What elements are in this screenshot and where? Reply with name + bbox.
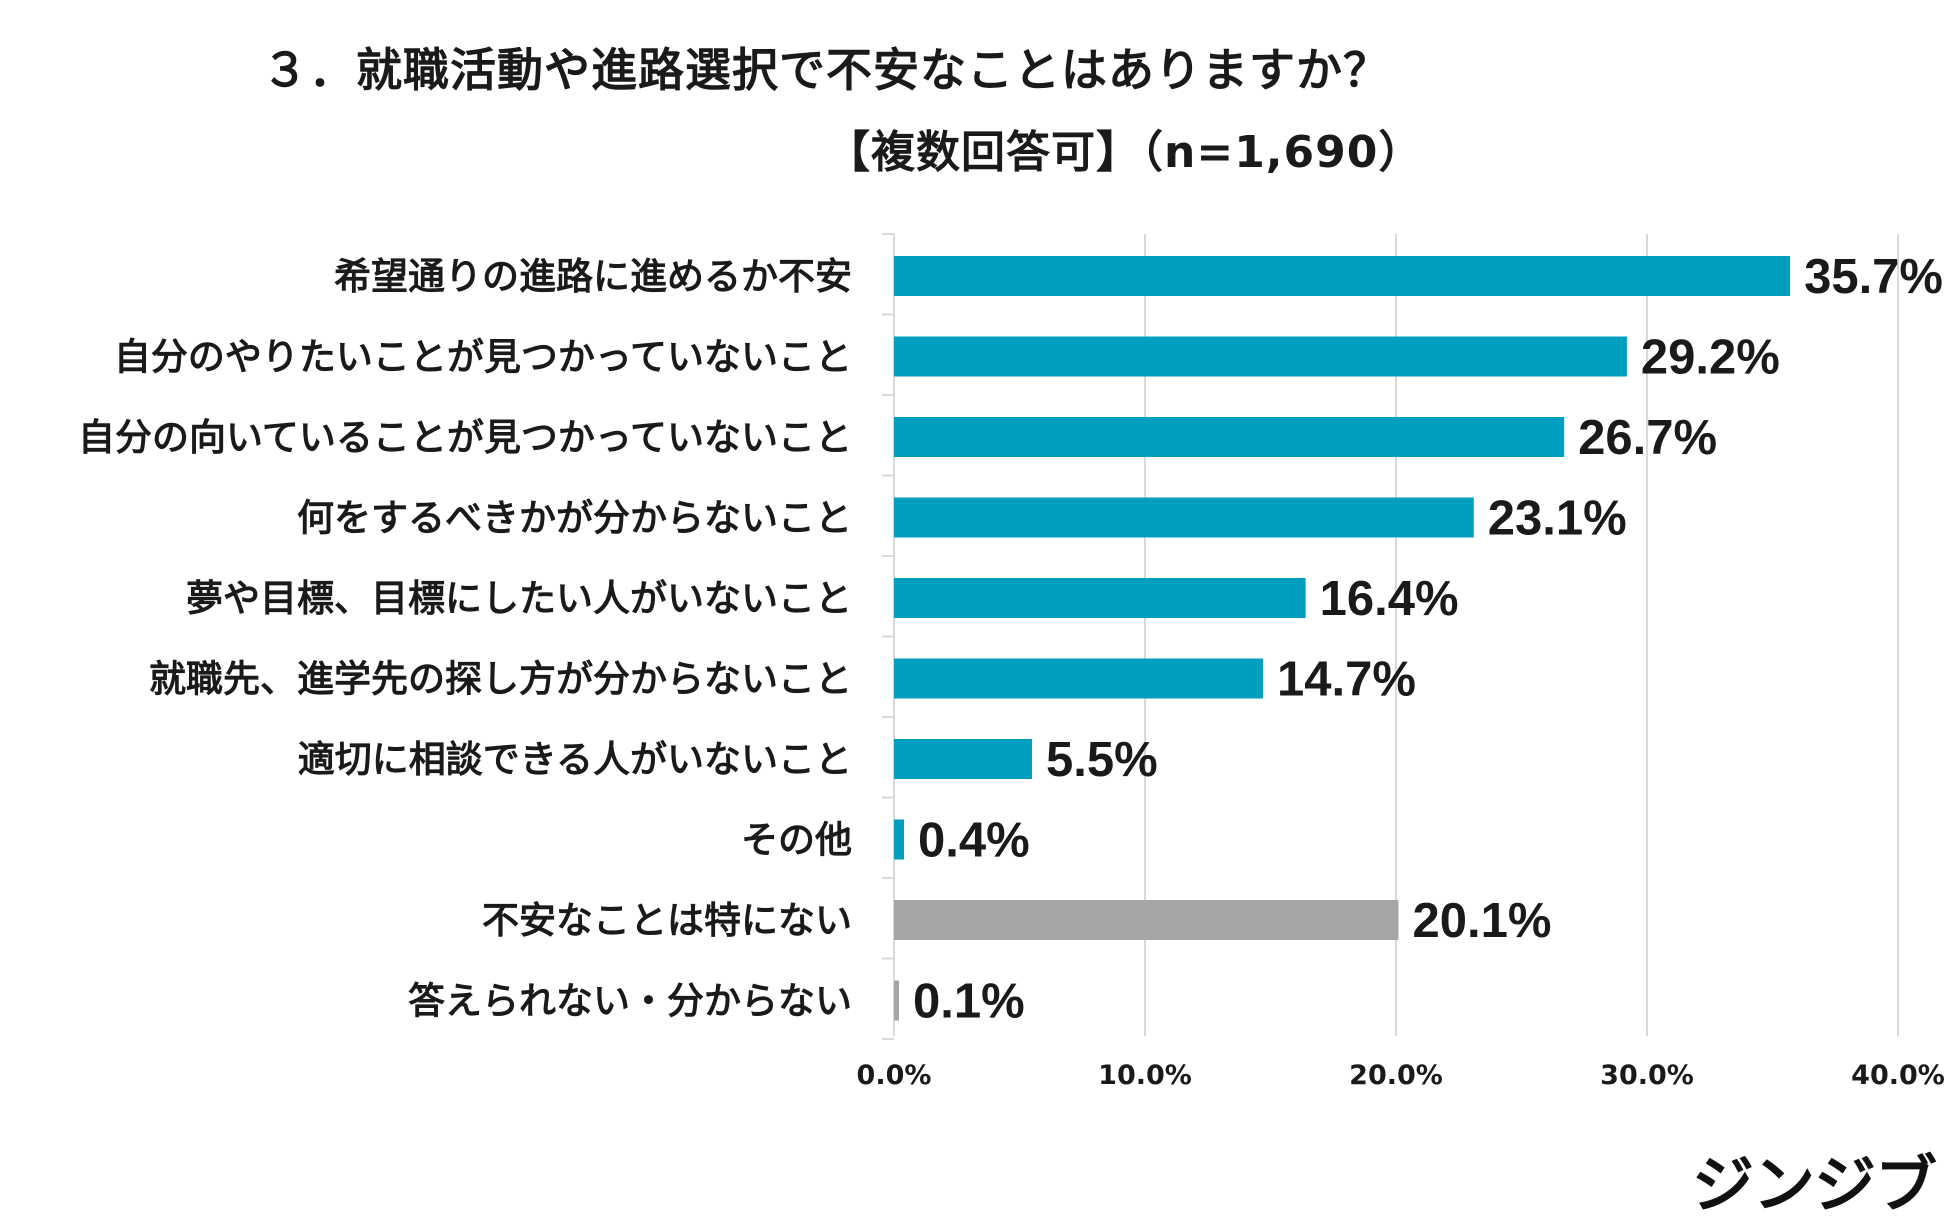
- brand-logo: ジンジブ: [1691, 1148, 1937, 1221]
- data-label: 23.1%: [1488, 492, 1627, 546]
- category-label: 不安なことは特にない: [482, 899, 852, 942]
- bar: [894, 900, 1399, 940]
- x-tick-label: 40.0%: [1851, 1060, 1945, 1091]
- bar: [894, 658, 1263, 699]
- category-label: 自分の向いていることが見つかっていないこと: [78, 416, 852, 459]
- data-label: 0.4%: [918, 814, 1030, 868]
- bar: [894, 739, 1033, 779]
- data-label: 35.7%: [1804, 250, 1943, 304]
- bar-layer: [894, 256, 1791, 1021]
- data-label: 14.7%: [1277, 653, 1416, 707]
- label-layer: 希望通りの進路に進めるか不安 35.7% 自分のやりたいことが見つかっていないこと 2…: [78, 250, 1943, 1029]
- category-label: 適切に相談できる人がいないこと: [298, 738, 852, 781]
- data-label: 5.5%: [1046, 733, 1158, 787]
- category-label: 答えられない・分からない: [408, 980, 852, 1023]
- data-label: 26.7%: [1578, 411, 1717, 465]
- data-label: 20.1%: [1413, 894, 1552, 948]
- page-title: ３．就職活動や進路選択で不安なことはありますか？: [262, 43, 1390, 97]
- x-tick-label: 20.0%: [1349, 1060, 1443, 1091]
- bar: [894, 497, 1474, 538]
- data-label: 16.4%: [1320, 572, 1459, 626]
- category-label: その他: [741, 819, 852, 862]
- category-label: 就職先、進学先の探し方が分からないこと: [149, 658, 852, 701]
- page-subtitle: 【複数回答可】（n=1,690）: [826, 127, 1424, 178]
- bar: [894, 819, 905, 860]
- bar: [894, 417, 1565, 457]
- bar: [894, 980, 899, 1021]
- x-tick-label: 0.0%: [857, 1060, 932, 1091]
- x-tick-label: 10.0%: [1098, 1060, 1192, 1091]
- bar: [894, 336, 1627, 377]
- category-label: 夢や目標、目標にしたい人がいないこと: [186, 577, 852, 620]
- category-label: 自分のやりたいことが見つかっていないこと: [114, 336, 852, 379]
- x-tick-label: 30.0%: [1600, 1060, 1694, 1091]
- data-label: 29.2%: [1641, 331, 1780, 385]
- axis-layer: 0.0% 10.0% 20.0% 30.0% 40.0%: [857, 233, 1945, 1091]
- bar: [894, 578, 1306, 618]
- category-label: 何をするべきかが分からないこと: [297, 497, 852, 540]
- bar: [894, 256, 1791, 296]
- data-label: 0.1%: [913, 975, 1025, 1029]
- category-label: 希望通りの進路に進めるか不安: [334, 255, 852, 298]
